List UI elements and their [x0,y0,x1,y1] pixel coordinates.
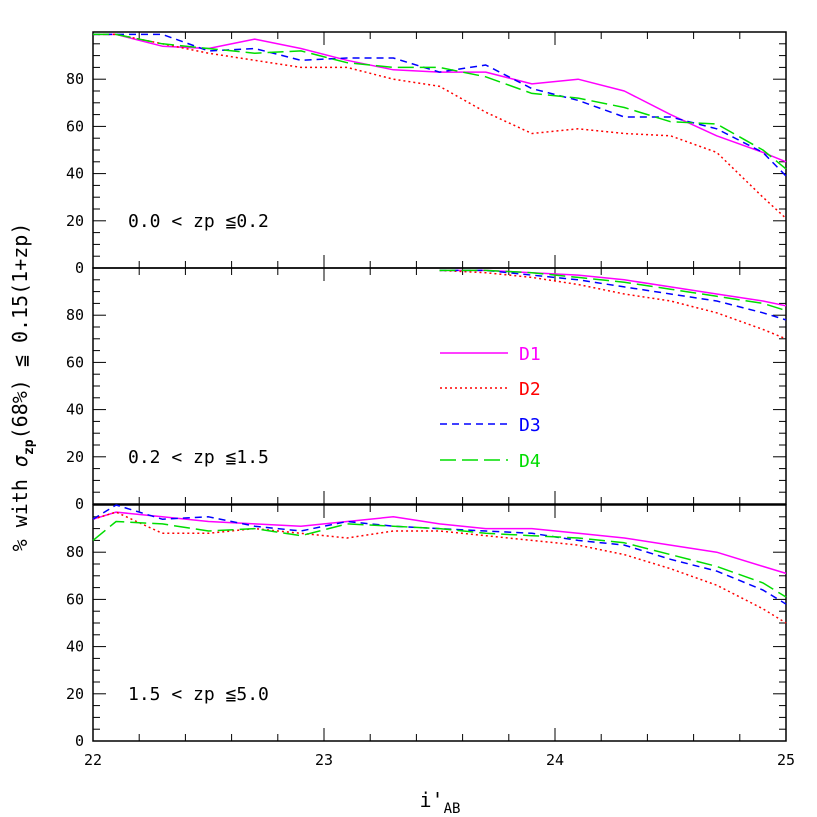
y-tick-label: 60 [66,353,84,371]
y-tick-label: 0 [75,495,84,513]
series-line-d2 [92,511,787,624]
series-line-d1 [93,33,787,163]
plot-layer: 0 20 40 60 80 0.0 < zp ≦0.2 0 20 40 60 80 0.2 < zp … [66,31,795,769]
series-line-d1 [92,511,787,575]
x-tick-label: 23 [315,751,333,769]
legend-label-d4: D4 [519,451,541,472]
x-tick-label: 25 [777,751,795,769]
series-line-d3 [93,33,787,177]
x-axis-title: i'AB [420,788,461,817]
series-line-d1 [439,269,787,307]
y-tick-label: 0 [75,259,84,277]
y-tick-label: 40 [66,401,84,419]
y-tick-label: 80 [66,70,84,88]
y-axis-title-prefix: % with [8,467,32,551]
y-axis-title-sub: zp [22,439,37,455]
y-tick-label: 40 [66,638,84,656]
panel-label: 0.0 < zp ≦0.2 [128,211,269,232]
series-line-d4 [93,33,787,170]
legend-label-d3: D3 [519,415,541,436]
x-axis-title-main: i' [420,788,444,812]
panel-3: 0 20 40 60 80 1.5 < zp ≦5.0 [66,504,787,750]
series-line-d2 [93,33,787,219]
panel-label: 0.2 < zp ≦1.5 [128,447,269,468]
series-line-d2 [439,269,787,340]
y-tick-label: 60 [66,590,84,608]
panel-1: 0 20 40 60 80 0.0 < zp ≦0.2 [66,31,787,277]
y-tick-label: 0 [75,732,84,750]
series-line-d4 [92,520,787,598]
y-tick-label: 20 [66,448,84,466]
y-tick-label: 80 [66,543,84,561]
x-tick-label: 24 [546,751,564,769]
y-axis-title-suffix: (68%) ≦ 0.15(1+zp) [8,223,32,440]
y-axis-title: % with σzp(68%) ≦ 0.15(1+zp) [8,223,37,552]
y-tick-label: 20 [66,212,84,230]
series-line-d3 [92,504,787,605]
series-line-d4 [439,269,787,312]
y-tick-label: 60 [66,117,84,135]
panel-frame [92,504,787,742]
y-tick-label: 40 [66,165,84,183]
y-tick-label: 80 [66,306,84,324]
legend-label-d1: D1 [519,344,541,365]
panel-2: 0 20 40 60 80 0.2 < zp ≦1.5 [66,267,787,513]
legend: D1 D2 D3 D4 [440,344,541,472]
panel-label: 1.5 < zp ≦5.0 [128,684,269,705]
x-axis-title-sub: AB [444,801,461,817]
y-tick-label: 20 [66,685,84,703]
panel-frame [92,31,787,269]
legend-label-d2: D2 [519,379,541,400]
series-line-d3 [439,269,787,321]
y-axis-title-sigma: σ [8,455,32,467]
x-tick-label: 22 [84,751,102,769]
